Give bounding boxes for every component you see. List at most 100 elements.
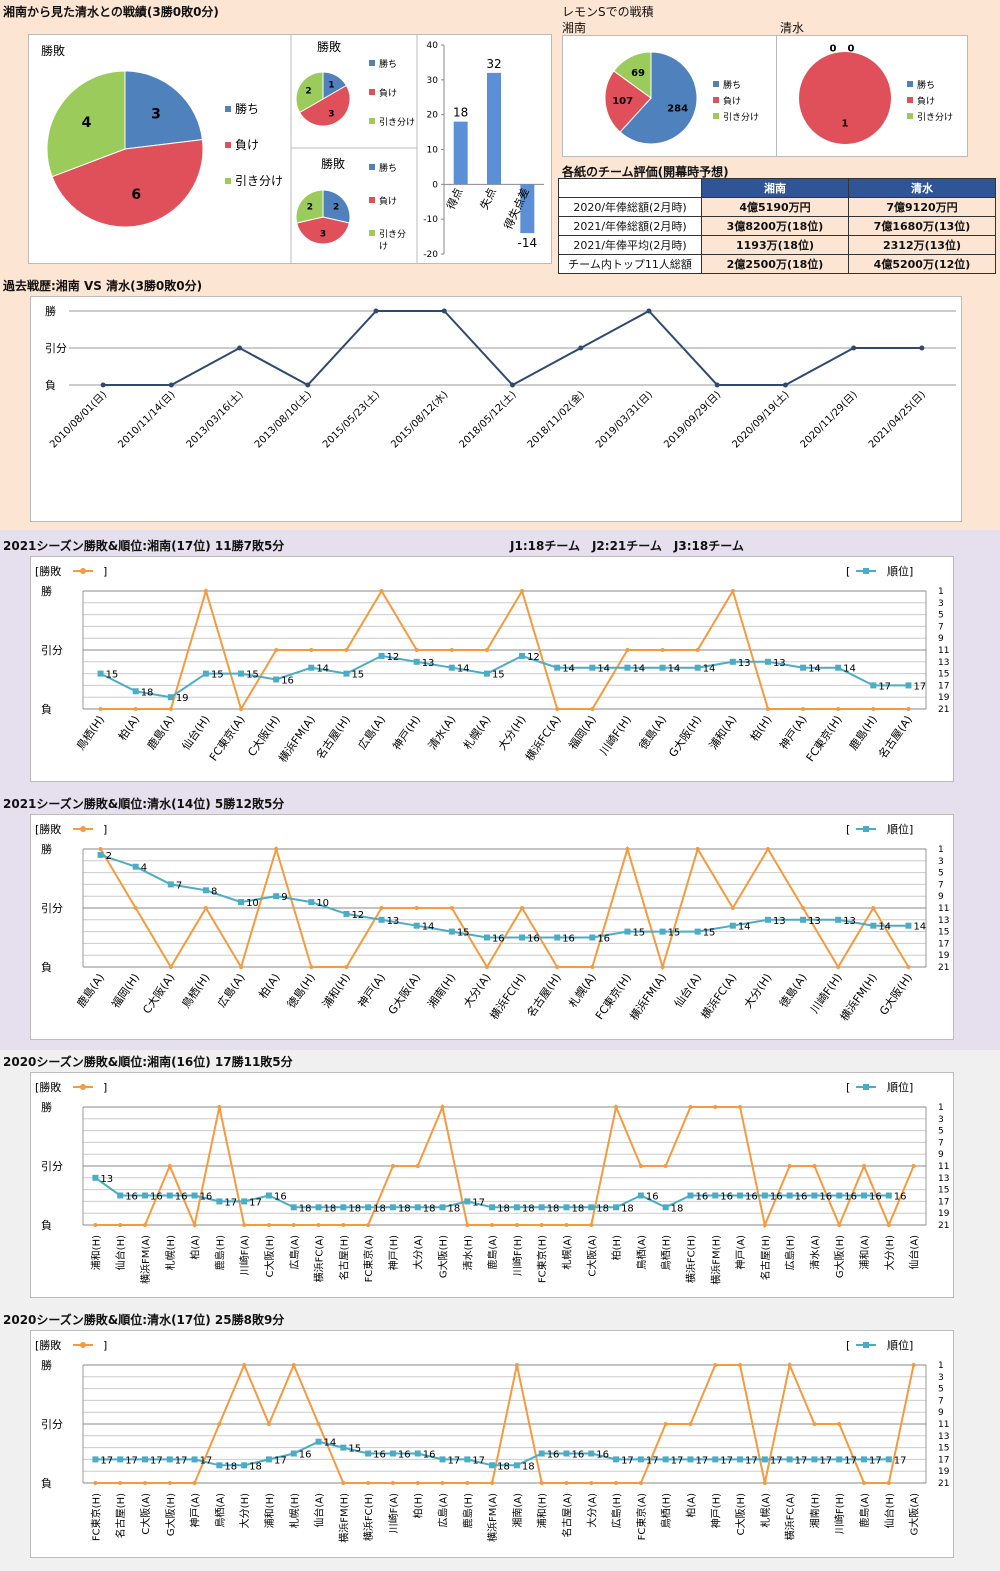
season-rank-line bbox=[100, 654, 909, 699]
season-result-point-1 bbox=[133, 707, 138, 711]
history-ylabel-0: 勝 bbox=[45, 304, 56, 318]
season-result-point-6 bbox=[242, 1223, 247, 1227]
season-result-line bbox=[100, 587, 909, 712]
rating-header-0 bbox=[558, 178, 702, 198]
season-rank-tick: 9 bbox=[938, 1150, 944, 1160]
season-rank-label-8: 12 bbox=[387, 652, 400, 663]
history-xlabel-6: 2018/05/12(土) bbox=[456, 388, 519, 451]
season-xlabel-28: 横浜FC(A) bbox=[784, 1493, 797, 1540]
season-result-point-25 bbox=[713, 1363, 718, 1367]
season-result-point-12 bbox=[390, 1481, 395, 1485]
season-result-point-23 bbox=[663, 1422, 668, 1426]
history-ylabel-2: 負 bbox=[45, 379, 56, 392]
season-rank-point-30 bbox=[836, 1456, 843, 1463]
h2h-main-legend-text-1: 負け bbox=[235, 138, 259, 152]
season-xlabel-10: 横浜FM(H) bbox=[337, 1493, 350, 1543]
season-result-point-3 bbox=[167, 1164, 172, 1168]
season-rank-point-22 bbox=[637, 1192, 644, 1199]
season-result-point-7 bbox=[344, 648, 349, 652]
lemons-shimizu-legend-text-2: 引き分け bbox=[917, 112, 953, 123]
season-rank-point-20 bbox=[588, 1204, 595, 1211]
s2021-shonan-panel: [勝敗][順位] 1 3 5 7 9 11 13 15 17 19 21 勝引分負 15 18 19 15 15 1… bbox=[30, 556, 954, 782]
season-xlabel-33: G大阪(A) bbox=[908, 1493, 921, 1535]
season-rank-label-23: 14 bbox=[913, 922, 926, 933]
goals-value-0: 18 bbox=[453, 106, 468, 120]
season-xlabel-7: 名古屋(H) bbox=[313, 713, 353, 762]
season-result-point-30 bbox=[837, 1422, 842, 1426]
season-xlabel-15: 鹿島(H) bbox=[461, 1493, 474, 1528]
history-xlabel-9: 2019/09/29(日) bbox=[662, 389, 723, 450]
season-rank-point-5 bbox=[273, 893, 280, 900]
season-result-point-29 bbox=[812, 1422, 817, 1426]
season-rank-label-6: 18 bbox=[249, 1461, 262, 1472]
season-xlabel-21: 柏(H) bbox=[610, 1235, 623, 1260]
season-rank-tick: 3 bbox=[938, 599, 944, 609]
season-rank-label-0: 15 bbox=[106, 670, 119, 681]
season-rank-label-27: 16 bbox=[770, 1192, 783, 1203]
season-rank-point-8 bbox=[290, 1450, 297, 1457]
season-legend-right-open: [ bbox=[846, 1081, 850, 1094]
goals-ytick: 20 bbox=[427, 111, 439, 121]
season-rank-point-19 bbox=[563, 1204, 570, 1211]
season-result-point-1 bbox=[133, 906, 138, 910]
season-rank-label-32: 17 bbox=[894, 1455, 907, 1466]
s2020-shonan-panel: [勝敗][順位] 1 3 5 7 9 11 13 15 17 19 21 勝引分負 13 16 16 16 16 1… bbox=[30, 1072, 954, 1298]
season-ylabel-0: 勝 bbox=[41, 842, 52, 856]
h2h-top-slice-2 bbox=[295, 71, 324, 114]
season-ylabel-1: 引分 bbox=[41, 1159, 63, 1173]
season-result-point-25 bbox=[713, 1105, 718, 1109]
season-rank-tick: 15 bbox=[938, 928, 949, 938]
season-result-point-29 bbox=[812, 1164, 817, 1168]
season-xlabel-6: 大分(H) bbox=[238, 1493, 251, 1528]
season-result-point-30 bbox=[837, 1223, 842, 1227]
season-rank-label-15: 17 bbox=[472, 1197, 485, 1208]
season-xlabel-8: 札幌(H) bbox=[288, 1493, 301, 1528]
season-result-point-22 bbox=[638, 1481, 643, 1485]
season-rank-label-2: 19 bbox=[176, 693, 189, 704]
season-result-point-16 bbox=[490, 1223, 495, 1227]
season-xlabel-13: 大分(A) bbox=[412, 1235, 425, 1270]
season-rank-point-21 bbox=[613, 1204, 620, 1211]
h2h-main-legend-swatch-1 bbox=[225, 142, 231, 148]
season-rank-label-21: 13 bbox=[843, 916, 856, 927]
season-xlabel-20: 大分(A) bbox=[585, 1493, 598, 1528]
history-point-3 bbox=[305, 382, 311, 388]
season-result-point-2 bbox=[142, 1223, 147, 1227]
season-rank-tick: 3 bbox=[938, 1373, 944, 1383]
season-result-point-15 bbox=[625, 847, 630, 851]
season-result-point-21 bbox=[836, 965, 841, 969]
season-rank-label-20: 18 bbox=[596, 1203, 609, 1214]
season-legend-teal-dot bbox=[863, 1084, 869, 1090]
goals-ytick: 10 bbox=[427, 146, 439, 156]
season-legend-left: [勝敗 bbox=[35, 822, 61, 836]
history-xlabel-5: 2015/08/12(水) bbox=[389, 389, 451, 451]
s2021-shimizu-title: 2021シーズン勝敗&順位:清水(14位) 5勝12敗5分 bbox=[3, 797, 285, 811]
history-ylabel-1: 引分 bbox=[45, 341, 67, 355]
season-rank-point-30 bbox=[836, 1192, 843, 1199]
season-xlabel-2: 横浜FM(A) bbox=[139, 1235, 152, 1284]
season-xlabel-16: 横浜FM(A) bbox=[486, 1493, 499, 1542]
season-xlabel-13: 横浜FC(A) bbox=[522, 713, 563, 764]
season-xlabel-31: 浦和(A) bbox=[858, 1235, 871, 1270]
season-result-point-26 bbox=[738, 1363, 743, 1367]
rating-cell: 2020/年俸総額(2月時) bbox=[558, 197, 702, 217]
season-rank-label-22: 14 bbox=[878, 922, 891, 933]
season-rank-point-17 bbox=[694, 664, 701, 671]
season-result-point-32 bbox=[886, 1223, 891, 1227]
season-xlabel-29: 清水(A) bbox=[808, 1235, 821, 1270]
season-rank-point-22 bbox=[870, 922, 877, 929]
season-xlabel-19: 札幌(A) bbox=[560, 1235, 573, 1270]
goals-ytick: 30 bbox=[427, 76, 439, 86]
season-xlabel-19: 名古屋(A) bbox=[560, 1493, 573, 1538]
season-rank-point-25 bbox=[712, 1192, 719, 1199]
season-rank-point-7 bbox=[343, 910, 350, 917]
season-rank-point-4 bbox=[238, 670, 245, 677]
season-rank-point-1 bbox=[117, 1192, 124, 1199]
rating-row: 2020/年俸総額(2月時) 4億5190万円 7億9120万円 bbox=[558, 197, 996, 217]
season-rank-label-4: 17 bbox=[200, 1455, 213, 1466]
lemons-shimizu-legend-swatch-2 bbox=[907, 113, 913, 119]
h2h-bottom-label-1: 3 bbox=[320, 230, 326, 240]
season-legend-left: [勝敗 bbox=[35, 1080, 61, 1094]
history-xlabel-1: 2010/11/14(日) bbox=[116, 389, 177, 450]
season-xlabel-1: 福岡(H) bbox=[108, 971, 142, 1011]
